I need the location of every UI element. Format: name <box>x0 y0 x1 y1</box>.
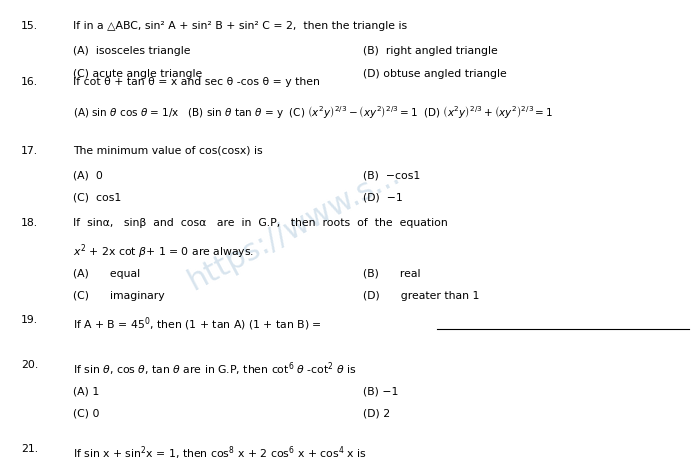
Text: If in a △ABC, sin² A + sin² B + sin² C = 2,  then the triangle is: If in a △ABC, sin² A + sin² B + sin² C =… <box>73 21 408 31</box>
Text: 17.: 17. <box>21 146 38 155</box>
Text: 18.: 18. <box>21 218 38 228</box>
Text: (D) obtuse angled triangle: (D) obtuse angled triangle <box>363 69 507 79</box>
Text: (B)  −cos1: (B) −cos1 <box>363 170 421 180</box>
Text: (B) −1: (B) −1 <box>363 386 399 396</box>
Text: (B)      real: (B) real <box>363 269 421 279</box>
Text: (D) 2: (D) 2 <box>363 409 391 419</box>
Text: $x^2$ + 2x cot $\beta$+ 1 = 0 are always.: $x^2$ + 2x cot $\beta$+ 1 = 0 are always… <box>73 243 254 261</box>
Text: If cot θ + tan θ = x and sec θ -cos θ = y then: If cot θ + tan θ = x and sec θ -cos θ = … <box>73 77 320 87</box>
Text: (D)  −1: (D) −1 <box>363 193 403 203</box>
Text: If sin x + sin$^2$x = 1, then cos$^8$ x + 2 cos$^6$ x + cos$^4$ x is: If sin x + sin$^2$x = 1, then cos$^8$ x … <box>73 444 367 462</box>
Text: 15.: 15. <box>21 21 38 31</box>
Text: (C)  cos1: (C) cos1 <box>73 193 122 203</box>
Text: (A)  0: (A) 0 <box>73 170 103 180</box>
Text: 20.: 20. <box>21 360 38 370</box>
Text: 16.: 16. <box>21 77 38 87</box>
Text: (A) sin $\theta$ cos $\theta$ = 1/x   (B) sin $\theta$ tan $\theta$ = y  (C) $\l: (A) sin $\theta$ cos $\theta$ = 1/x (B) … <box>73 104 554 120</box>
Text: (A)  isosceles triangle: (A) isosceles triangle <box>73 46 191 56</box>
Text: (A)      equal: (A) equal <box>73 269 140 279</box>
Text: (C) 0: (C) 0 <box>73 409 100 419</box>
Text: (D)      greater than 1: (D) greater than 1 <box>363 291 480 301</box>
Text: If  sinα,   sinβ  and  cosα   are  in  G.P,   then  roots  of  the  equation: If sinα, sinβ and cosα are in G.P, then … <box>73 218 448 228</box>
Text: 19.: 19. <box>21 315 38 325</box>
Text: (C) acute angle triangle: (C) acute angle triangle <box>73 69 203 79</box>
Text: (C)      imaginary: (C) imaginary <box>73 291 165 301</box>
Text: If sin $\theta$, cos $\theta$, tan $\theta$ are in G.P, then cot$^6$ $\theta$ -c: If sin $\theta$, cos $\theta$, tan $\the… <box>73 360 357 378</box>
Text: If A + B = 45$^0$, then (1 + tan A) (1 + tan B) =: If A + B = 45$^0$, then (1 + tan A) (1 +… <box>73 315 324 333</box>
Text: The minimum value of cos(cosx) is: The minimum value of cos(cosx) is <box>73 146 263 155</box>
Text: (B)  right angled triangle: (B) right angled triangle <box>363 46 498 56</box>
Text: (A) 1: (A) 1 <box>73 386 100 396</box>
Text: 21.: 21. <box>21 444 38 454</box>
Text: https://www.s...: https://www.s... <box>182 159 405 296</box>
